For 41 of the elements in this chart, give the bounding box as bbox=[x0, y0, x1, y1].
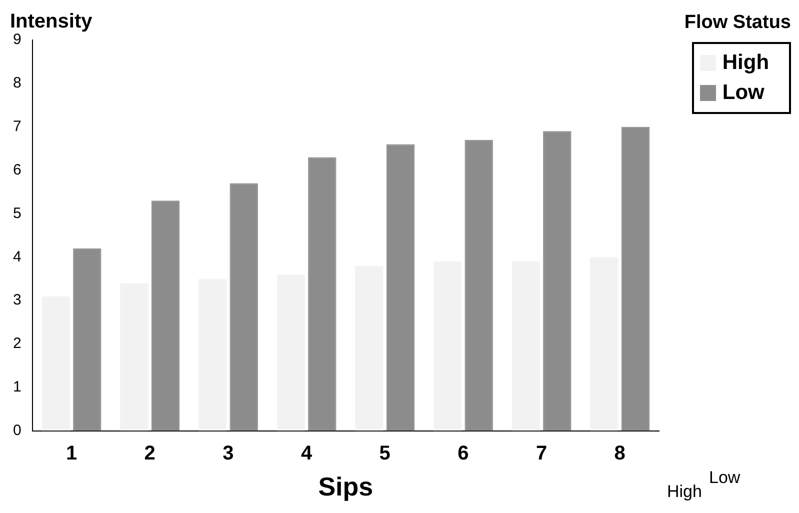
bar bbox=[276, 274, 305, 431]
bar bbox=[42, 296, 70, 431]
y-tick-label: 4 bbox=[13, 248, 22, 266]
bar bbox=[355, 266, 384, 431]
bar bbox=[73, 248, 102, 431]
legend-title: Flow Status bbox=[684, 12, 791, 34]
x-tick-label: 6 bbox=[458, 442, 469, 464]
y-tick-label: 2 bbox=[13, 335, 22, 352]
y-tick-label: 7 bbox=[13, 118, 22, 135]
bar bbox=[230, 183, 258, 431]
y-tick-label: 6 bbox=[13, 161, 22, 178]
bar bbox=[151, 200, 180, 431]
x-tick-label: 5 bbox=[379, 442, 390, 464]
y-tick-label: 0 bbox=[13, 422, 22, 439]
y-tick-label: 8 bbox=[13, 74, 22, 92]
legend-label: High bbox=[722, 50, 770, 76]
x-tick-label: 4 bbox=[300, 442, 313, 464]
x-tick-label: 2 bbox=[144, 442, 156, 464]
y-tick-label: 9 bbox=[13, 31, 22, 48]
bar bbox=[386, 144, 415, 431]
text: High bbox=[667, 482, 702, 502]
y-tick-label: 1 bbox=[13, 378, 22, 396]
bar bbox=[433, 261, 462, 431]
bar bbox=[621, 126, 650, 431]
y-axis-title: Intensity bbox=[10, 10, 94, 33]
text: Low bbox=[709, 468, 741, 488]
x-tick-label: 1 bbox=[66, 442, 78, 464]
y-tick-label: 5 bbox=[13, 204, 22, 222]
x-tick-label: 8 bbox=[614, 442, 626, 464]
legend-label: Low bbox=[722, 80, 764, 106]
y-tick-label: 3 bbox=[13, 292, 22, 309]
x-tick-label: 7 bbox=[536, 442, 548, 464]
bar bbox=[120, 283, 148, 431]
bar bbox=[198, 278, 227, 431]
x-tick-label: 3 bbox=[222, 442, 234, 464]
bar bbox=[308, 157, 336, 431]
x-axis-title: Sips bbox=[318, 472, 374, 502]
bar bbox=[543, 131, 572, 431]
bar bbox=[464, 140, 493, 431]
bar bbox=[590, 257, 618, 431]
bar bbox=[512, 261, 540, 431]
